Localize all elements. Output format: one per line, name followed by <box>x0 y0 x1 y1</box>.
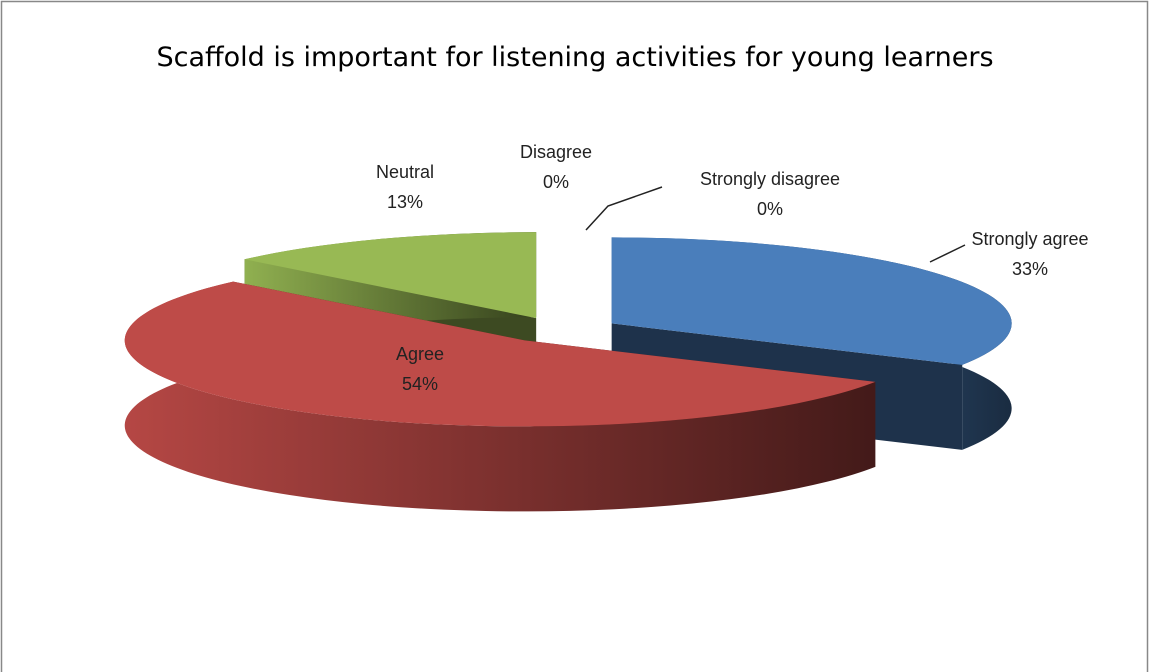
data-labels: Strongly agree 33% Agree 54% Neutral 13% Disag… <box>376 142 1089 394</box>
slice <box>124 281 876 512</box>
slice-top <box>611 237 1012 365</box>
slice-top <box>124 281 876 427</box>
data-label-value: 33% <box>1012 259 1048 279</box>
data-label-name: Strongly agree <box>971 229 1088 249</box>
leader-line <box>585 186 663 231</box>
pie <box>124 232 1012 512</box>
data-label-value: 13% <box>387 192 423 212</box>
leader-line <box>929 244 966 263</box>
data-label-value: 54% <box>402 374 438 394</box>
chart-title: Scaffold is important for listening acti… <box>156 42 994 73</box>
data-label-name: Neutral <box>376 162 434 182</box>
data-label-name: Disagree <box>520 142 592 162</box>
data-label-name: Strongly disagree <box>700 169 840 189</box>
slice-side <box>124 281 876 512</box>
data-label-name: Agree <box>396 344 444 364</box>
data-label-value: 0% <box>757 199 783 219</box>
data-label-value: 0% <box>543 172 569 192</box>
slice-top <box>244 232 537 319</box>
